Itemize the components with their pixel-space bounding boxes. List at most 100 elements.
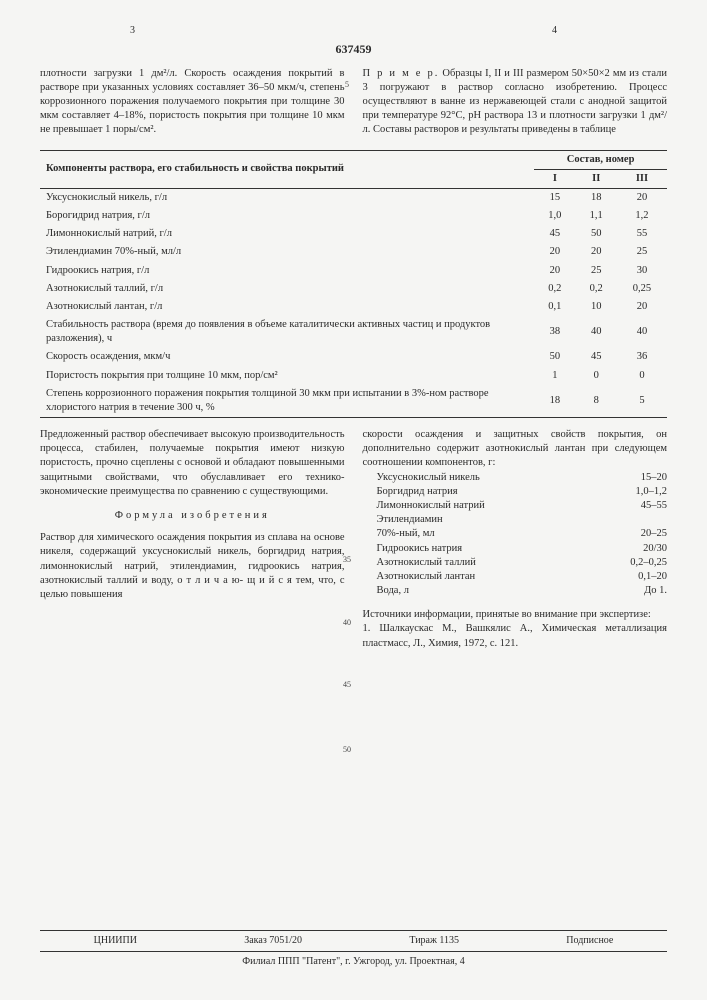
cell: 10 [576,298,617,316]
component-name: Этилендиамин [377,513,598,527]
cell: 8 [576,385,617,418]
cell: 40 [617,316,667,348]
footer-branch: Филиал ППП "Патент", г. Ужгород, ул. Про… [40,955,667,969]
component-value: 15–20 [597,471,667,485]
cell: 18 [534,385,575,418]
cell: 20 [617,298,667,316]
cell: 25 [617,243,667,261]
line-marker-50: 50 [343,745,351,756]
references: Источники информации, принятые во вниман… [363,608,668,651]
example-lead: П р и м е р. [363,68,440,79]
cell: 5 [617,385,667,418]
summary-left: Предложенный раствор обеспечивает высоку… [40,428,345,499]
cell: 38 [534,316,575,348]
component-row: Вода, лДо 1. [377,584,668,598]
cell: 1,0 [534,207,575,225]
component-name: Лимоннокислый натрий [377,499,598,513]
cell: 0 [617,367,667,385]
footer-order: Заказ 7051/20 [244,934,302,948]
component-name: Вода, л [377,584,598,598]
cell: 0,1 [534,298,575,316]
table-row: Этилендиамин 70%-ный, мл/л202025 [40,243,667,261]
component-value: 20/30 [597,542,667,556]
component-value: 45–55 [597,499,667,513]
col-3: III [617,169,667,188]
line-marker-45: 45 [343,680,351,691]
page-left: 3 [130,24,135,38]
line-marker-5: 5 [345,80,349,91]
component-row: Гидроокись натрия20/30 [377,542,668,556]
cell: 18 [576,188,617,207]
table-row: Гидроокись натрия, г/л202530 [40,262,667,280]
claim-right-top: скорости осаждения и защитных свойств по… [363,428,668,471]
footer: ЦНИИПИ Заказ 7051/20 Тираж 1135 Подписно… [40,930,667,968]
cell: 0,2 [534,280,575,298]
cell: 36 [617,348,667,366]
col-2: II [576,169,617,188]
component-list: Уксуснокислый никель15–20Боргидрид натри… [377,471,668,599]
table-row: Азотнокислый таллий, г/л0,20,20,25 [40,280,667,298]
cell: 55 [617,225,667,243]
doc-number: 637459 [40,41,667,57]
component-row: Уксуснокислый никель15–20 [377,471,668,485]
refs-title: Источники информации, принятые во вниман… [363,608,668,622]
component-value: 1,0–1,2 [597,485,667,499]
component-name: 70%-ный, мл [377,527,598,541]
table-row: Лимоннокислый натрий, г/л455055 [40,225,667,243]
component-row: Азотнокислый таллий0,2–0,25 [377,556,668,570]
cell: 1,1 [576,207,617,225]
composition-table: Компоненты раствора, его стабильность и … [40,150,667,419]
row-label: Азотнокислый таллий, г/л [40,280,534,298]
col-1: I [534,169,575,188]
cell: 30 [617,262,667,280]
table-head-right: Состав, номер [534,150,667,169]
row-label: Борогидрид натрия, г/л [40,207,534,225]
table-head-left: Компоненты раствора, его стабильность и … [40,150,534,188]
footer-org: ЦНИИПИ [94,934,137,948]
cell: 0 [576,367,617,385]
cell: 0,2 [576,280,617,298]
claim-left: Раствор для химического осаждения покрыт… [40,531,345,602]
bottom-left: Предложенный раствор обеспечивает высоку… [40,428,345,651]
cell: 25 [576,262,617,280]
line-marker-35: 35 [343,555,351,566]
component-row: 70%-ный, мл20–25 [377,527,668,541]
table-row: Стабильность раствора (время до появлени… [40,316,667,348]
ref-1: 1. Шалкаускас М., Вашкялис А., Химическа… [363,622,668,650]
cell: 1,2 [617,207,667,225]
component-value: 20–25 [597,527,667,541]
cell: 45 [534,225,575,243]
page-right: 4 [552,24,557,38]
intro-right: П р и м е р. Образцы I, II и III размеро… [363,67,668,138]
page-header: 3 4 [40,24,667,38]
row-label: Этилендиамин 70%-ный, мл/л [40,243,534,261]
cell: 1 [534,367,575,385]
cell: 40 [576,316,617,348]
table-row: Скорость осаждения, мкм/ч504536 [40,348,667,366]
table-row: Борогидрид натрия, г/л1,01,11,2 [40,207,667,225]
cell: 20 [534,243,575,261]
bottom-columns: Предложенный раствор обеспечивает высоку… [40,428,667,651]
component-name: Боргидрид натрия [377,485,598,499]
component-row: Этилендиамин [377,513,668,527]
intro-columns: плотности загрузки 1 дм²/л. Скорость оса… [40,67,667,138]
formula-title: Формула изобретения [40,509,345,523]
table-row: Азотнокислый лантан, г/л0,11020 [40,298,667,316]
cell: 50 [534,348,575,366]
component-value [597,513,667,527]
line-marker-40: 40 [343,618,351,629]
row-label: Гидроокись натрия, г/л [40,262,534,280]
component-name: Гидроокись натрия [377,542,598,556]
row-label: Уксуснокислый никель, г/л [40,188,534,207]
component-name: Азотнокислый лантан [377,570,598,584]
component-name: Уксуснокислый никель [377,471,598,485]
table-row: Пористость покрытия при толщине 10 мкм, … [40,367,667,385]
cell: 20 [534,262,575,280]
table-row: Степень коррозионного поражения покрытия… [40,385,667,418]
component-value: До 1. [597,584,667,598]
component-row: Боргидрид натрия1,0–1,2 [377,485,668,499]
component-value: 0,2–0,25 [597,556,667,570]
row-label: Азотнокислый лантан, г/л [40,298,534,316]
component-value: 0,1–20 [597,570,667,584]
intro-left: плотности загрузки 1 дм²/л. Скорость оса… [40,67,345,138]
